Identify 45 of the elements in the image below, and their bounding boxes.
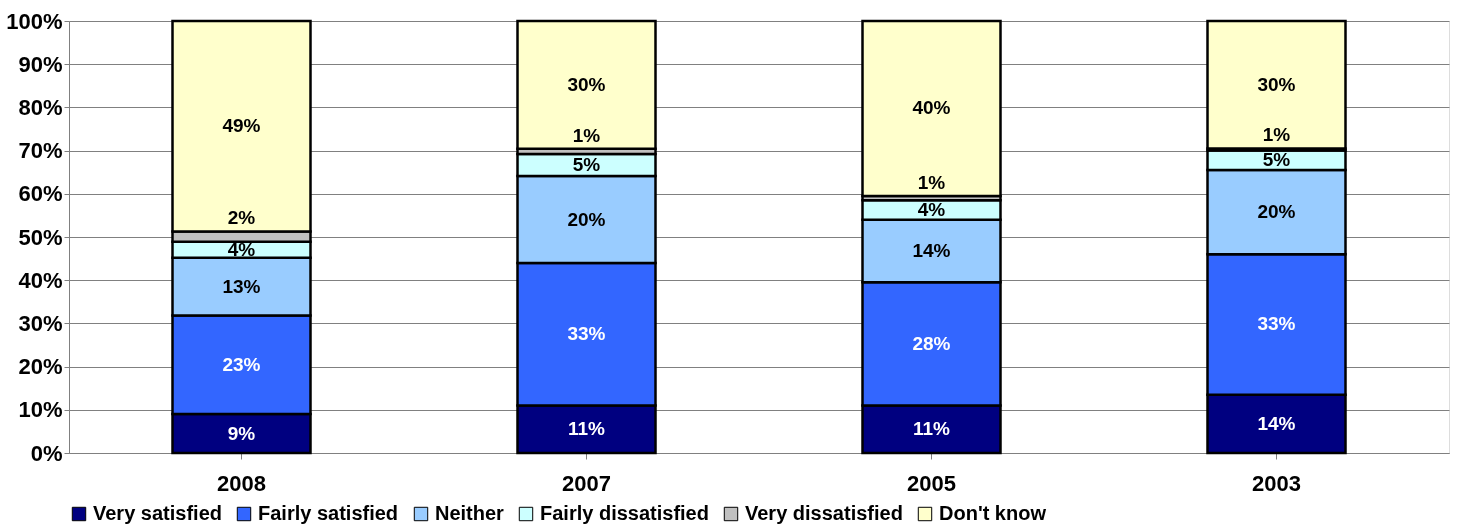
data-label: 33% <box>567 323 606 345</box>
x-tick-label: 2003 <box>1252 470 1301 496</box>
y-tick-label: 100% <box>6 8 63 34</box>
y-tick-label: 50% <box>18 224 63 250</box>
data-label: 13% <box>222 275 261 297</box>
data-label: 28% <box>912 332 951 354</box>
data-label: 23% <box>222 353 261 375</box>
data-label: 14% <box>1257 412 1296 434</box>
y-tick-label: 90% <box>18 51 63 77</box>
data-label: 11% <box>568 418 606 440</box>
data-label: 30% <box>1257 73 1296 95</box>
data-label: 1% <box>572 124 601 146</box>
data-label: 30% <box>567 73 606 95</box>
y-tick-label: 60% <box>18 181 63 207</box>
data-label: 1% <box>917 171 946 193</box>
data-label: 4% <box>917 199 946 220</box>
data-label: 20% <box>1257 201 1296 223</box>
x-tick-label: 2008 <box>217 470 266 496</box>
y-tick-label: 0% <box>30 440 63 466</box>
legend-label: Very dissatisfied <box>745 502 903 524</box>
legend-label: Don't know <box>939 502 1047 524</box>
data-label: 40% <box>912 97 951 119</box>
data-label: 2% <box>227 207 256 229</box>
data-label: 14% <box>912 240 951 262</box>
y-tick-label: 30% <box>18 310 63 336</box>
legend-label: Fairly dissatisfied <box>540 502 709 524</box>
y-tick-label: 80% <box>18 94 63 120</box>
legend-label: Neither <box>435 502 505 524</box>
x-tick-label: 2005 <box>907 470 956 496</box>
data-label: 33% <box>1257 313 1296 335</box>
data-label: 4% <box>227 238 256 260</box>
x-tick-label: 2007 <box>562 470 611 496</box>
legend-label: Fairly satisfied <box>258 502 399 524</box>
y-tick-label: 70% <box>18 138 63 164</box>
data-label: 11% <box>913 418 951 440</box>
data-label: 5% <box>572 154 601 176</box>
legend-label: Very satisfied <box>93 502 222 524</box>
data-label: 9% <box>227 422 256 444</box>
data-label: 20% <box>567 208 606 230</box>
data-label: 49% <box>222 115 261 137</box>
data-label: 1% <box>1262 124 1291 146</box>
y-tick-label: 40% <box>18 267 63 293</box>
y-tick-label: 20% <box>18 354 63 380</box>
data-label: 5% <box>1262 149 1291 171</box>
y-tick-label: 10% <box>18 397 63 423</box>
